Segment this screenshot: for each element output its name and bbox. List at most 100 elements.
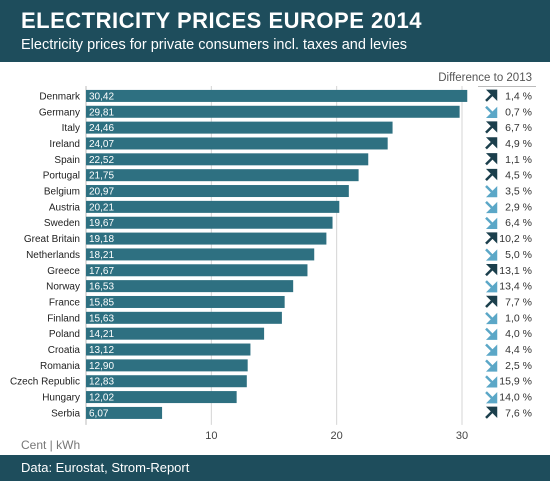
arrow-up-right-icon — [485, 264, 498, 277]
category-label: Germany — [39, 107, 80, 118]
bar — [86, 406, 163, 419]
bar-value-label: 15,85 — [89, 297, 114, 308]
category-label: Portugal — [43, 171, 80, 182]
bar — [86, 216, 333, 229]
category-label: France — [49, 297, 81, 308]
chart-subtitle: Electricity prices for private consumers… — [21, 37, 408, 53]
bar — [86, 295, 285, 308]
bar-value-label: 14,21 — [89, 329, 114, 340]
data-source: Data: Eurostat, Strom-Report — [21, 460, 190, 475]
arrow-down-right-icon — [485, 327, 498, 340]
bar-value-label: 19,67 — [89, 218, 114, 229]
difference-label: 14,0 % — [499, 392, 532, 404]
category-label: Poland — [49, 329, 80, 340]
category-label: Romania — [40, 361, 80, 372]
bar-value-label: 12,83 — [89, 377, 114, 388]
bar — [86, 327, 265, 340]
bar-value-label: 20,97 — [89, 187, 114, 198]
arrow-down-right-icon — [485, 200, 498, 214]
category-label: Croatia — [48, 345, 81, 356]
difference-header: Difference to 2013 — [438, 72, 532, 84]
arrow-up-right-icon — [485, 232, 498, 245]
category-label: Serbia — [51, 408, 80, 419]
category-label: Finland — [47, 313, 80, 324]
bar — [86, 137, 388, 150]
arrow-down-right-icon — [485, 311, 498, 325]
bar-value-label: 19,18 — [89, 234, 114, 245]
category-label: Spain — [54, 155, 80, 166]
difference-label: 1,1 % — [505, 154, 532, 166]
difference-label: 2,9 % — [505, 201, 532, 213]
arrow-down-right-icon — [485, 359, 498, 372]
category-label: Great Britain — [24, 234, 80, 245]
bar-value-label: 24,07 — [89, 139, 114, 150]
category-label: Netherlands — [26, 250, 80, 261]
bar — [86, 89, 468, 102]
arrow-up-right-icon — [485, 168, 498, 182]
difference-label: 4,0 % — [505, 328, 532, 340]
bar — [86, 311, 282, 324]
arrow-down-right-icon — [485, 216, 498, 229]
difference-label: 13,4 % — [499, 281, 532, 293]
bar — [86, 280, 294, 293]
arrow-up-right-icon — [485, 121, 498, 134]
bar — [86, 121, 393, 134]
arrow-down-right-icon — [485, 375, 498, 388]
difference-header-rule — [478, 86, 536, 87]
category-label: Greece — [47, 266, 80, 277]
difference-label: 7,7 % — [505, 296, 532, 308]
bar-value-label: 16,53 — [89, 282, 114, 293]
difference-label: 1,0 % — [505, 312, 532, 324]
bar — [86, 375, 247, 388]
bar-value-label: 21,75 — [89, 171, 114, 182]
arrow-down-right-icon — [485, 248, 498, 261]
arrow-down-right-icon — [485, 280, 498, 293]
bar-value-label: 30,42 — [89, 91, 114, 102]
difference-label: 4,4 % — [505, 344, 532, 356]
category-label: Norway — [46, 282, 80, 293]
bar-value-label: 29,81 — [89, 107, 114, 118]
bar — [86, 359, 248, 372]
arrow-up-right-icon — [485, 406, 498, 419]
arrow-up-right-icon — [485, 137, 498, 150]
arrow-down-right-icon — [485, 391, 498, 404]
bar — [86, 343, 251, 356]
bar-value-label: 17,67 — [89, 266, 114, 277]
arrow-up-right-icon — [485, 295, 498, 308]
difference-label: 4,5 % — [505, 170, 532, 182]
difference-label: 4,9 % — [505, 138, 532, 150]
bar — [86, 105, 460, 118]
difference-label: 6,4 % — [505, 217, 532, 229]
category-label: Austria — [49, 202, 81, 213]
x-tick-label: 10 — [205, 430, 217, 442]
footer-banner: Data: Eurostat, Strom-Report — [0, 455, 550, 481]
category-label: Sweden — [44, 218, 80, 229]
bar — [86, 185, 349, 198]
difference-label: 5,0 % — [505, 249, 532, 261]
bar-value-label: 22,52 — [89, 155, 114, 166]
arrow-down-right-icon — [485, 343, 498, 356]
difference-label: 2,5 % — [505, 360, 532, 372]
bar-value-label: 24,46 — [89, 123, 114, 134]
bar — [86, 232, 327, 245]
bar-value-label: 6,07 — [89, 408, 109, 419]
bar-value-label: 18,21 — [89, 250, 114, 261]
arrow-down-right-icon — [485, 185, 498, 198]
arrow-up-right-icon — [485, 89, 498, 102]
category-label: Belgium — [44, 187, 80, 198]
bar — [86, 264, 308, 277]
header-banner: ELECTRICITY PRICES EUROPE 2014 Electrici… — [0, 0, 550, 62]
difference-label: 10,2 % — [499, 233, 532, 245]
category-label: Czech Republic — [10, 377, 80, 388]
difference-label: 15,9 % — [499, 376, 532, 388]
x-tick-label: 20 — [331, 430, 343, 442]
x-tick-label: 30 — [456, 430, 468, 442]
difference-label: 13,1 % — [499, 265, 532, 277]
difference-label: 1,4 % — [505, 90, 532, 102]
bar — [86, 248, 315, 261]
chart-title: ELECTRICITY PRICES EUROPE 2014 — [21, 8, 422, 33]
bar — [86, 391, 237, 404]
bar — [86, 200, 340, 213]
bar-chart: 10 20 30 Cent | kWh Denmark 30,42 1,4 % Germany… — [10, 86, 532, 452]
